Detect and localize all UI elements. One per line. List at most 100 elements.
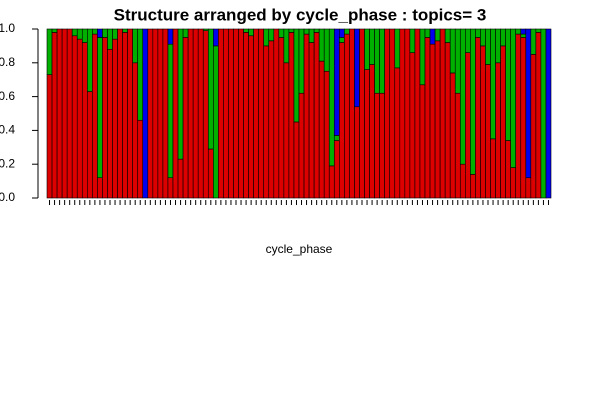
bar-segment bbox=[66, 28, 73, 199]
bar-segment bbox=[404, 28, 411, 199]
bar-segment bbox=[46, 74, 53, 199]
bar-segment bbox=[409, 28, 416, 53]
bar-segment bbox=[364, 69, 370, 199]
bar-segment bbox=[485, 64, 491, 199]
bar-segment bbox=[213, 45, 219, 199]
bar-segment bbox=[540, 28, 547, 199]
bar-segment bbox=[293, 121, 300, 199]
bar-segment bbox=[429, 28, 436, 45]
bar-segment bbox=[117, 28, 123, 199]
bar-segment bbox=[268, 40, 275, 199]
bar-segment bbox=[339, 37, 345, 43]
bar-segment bbox=[510, 167, 517, 199]
bar-segment bbox=[313, 28, 320, 33]
bar-segment bbox=[268, 28, 275, 42]
bar-segment bbox=[308, 42, 315, 199]
bar-segment bbox=[102, 28, 108, 38]
bar-segment bbox=[278, 28, 285, 38]
bar-segment bbox=[313, 32, 320, 199]
bar-segment bbox=[349, 28, 355, 199]
bar-segment bbox=[520, 37, 527, 199]
bar-segment bbox=[122, 28, 128, 33]
bar-segment bbox=[81, 42, 88, 199]
bar-segment bbox=[187, 28, 194, 199]
bar-segment bbox=[500, 28, 506, 47]
bar-segment bbox=[495, 62, 501, 199]
bar-segment bbox=[515, 28, 522, 35]
bar-segment bbox=[545, 28, 552, 199]
bar-segment bbox=[218, 28, 224, 199]
bar-segment bbox=[167, 177, 174, 199]
bar-segment bbox=[233, 28, 239, 199]
bar-segment bbox=[414, 28, 421, 199]
bar-segment bbox=[92, 28, 98, 35]
bar-segment bbox=[243, 32, 249, 199]
bar-segment bbox=[112, 38, 118, 199]
bar-segment bbox=[409, 52, 416, 199]
bar-segment bbox=[303, 28, 310, 35]
bar-segment bbox=[459, 163, 466, 199]
bar-segment bbox=[288, 32, 295, 199]
bar-segment bbox=[480, 45, 486, 199]
bar-segment bbox=[475, 37, 481, 199]
bar-segment bbox=[339, 28, 345, 38]
bar-segment bbox=[71, 35, 78, 199]
bar-segment bbox=[449, 28, 456, 74]
chart-title: Structure arranged by cycle_phase : topi… bbox=[114, 5, 487, 24]
bar-segment bbox=[459, 28, 466, 165]
bar-segment bbox=[207, 28, 214, 150]
bar-segment bbox=[142, 28, 149, 199]
bar-segment bbox=[177, 28, 184, 160]
y-tick-label: 0.4 bbox=[0, 123, 15, 137]
bar-segment bbox=[137, 28, 144, 121]
bar-segment bbox=[515, 33, 522, 199]
bar-segment bbox=[177, 158, 184, 199]
bar-segment bbox=[374, 92, 380, 199]
bar-segment bbox=[470, 28, 476, 175]
bar-segment bbox=[228, 28, 234, 199]
bar-segment bbox=[152, 28, 159, 199]
y-tick-label: 0.0 bbox=[0, 190, 15, 204]
bar-segment bbox=[328, 165, 335, 199]
bar-segment bbox=[243, 28, 249, 33]
bar-segment bbox=[278, 37, 285, 199]
bar-segment bbox=[384, 28, 391, 199]
bar-segment bbox=[429, 43, 436, 199]
bar-segment bbox=[434, 40, 441, 199]
bar-segment bbox=[369, 64, 375, 199]
bar-segment bbox=[273, 28, 280, 199]
bar-segment bbox=[495, 28, 501, 64]
bar-segment bbox=[112, 28, 118, 40]
bar-segment bbox=[530, 28, 537, 55]
bar-segment bbox=[490, 138, 496, 199]
bar-segment bbox=[293, 28, 300, 123]
bar-segment bbox=[520, 33, 527, 38]
y-tick-label: 0.8 bbox=[0, 55, 15, 69]
bar-segment bbox=[525, 177, 532, 199]
bar-segment bbox=[298, 92, 305, 199]
bar-segment bbox=[132, 62, 139, 199]
bar-segment bbox=[364, 28, 370, 70]
bar-segment bbox=[248, 28, 254, 37]
bar-segment bbox=[525, 28, 532, 179]
bar-segment bbox=[318, 28, 325, 62]
bar-segment bbox=[379, 92, 385, 199]
bar-segment bbox=[87, 91, 93, 199]
bar-segment bbox=[535, 28, 542, 33]
bar-segment bbox=[470, 174, 476, 199]
bar-segment bbox=[394, 28, 401, 69]
bar-segment bbox=[56, 28, 63, 199]
bar-segment bbox=[107, 48, 113, 199]
bar-segment bbox=[339, 42, 345, 199]
bar-segment bbox=[308, 28, 315, 43]
bar-segment bbox=[354, 106, 360, 199]
bar-segment bbox=[263, 28, 270, 47]
bar-segment bbox=[127, 28, 133, 199]
bar-segment bbox=[81, 28, 88, 43]
bar-segment bbox=[475, 28, 481, 38]
bar-segment bbox=[51, 28, 58, 33]
bar-segment bbox=[97, 37, 103, 179]
bar-segment bbox=[444, 42, 451, 199]
bar-segment bbox=[490, 28, 496, 140]
x-axis-label: cycle_phase bbox=[266, 242, 333, 256]
